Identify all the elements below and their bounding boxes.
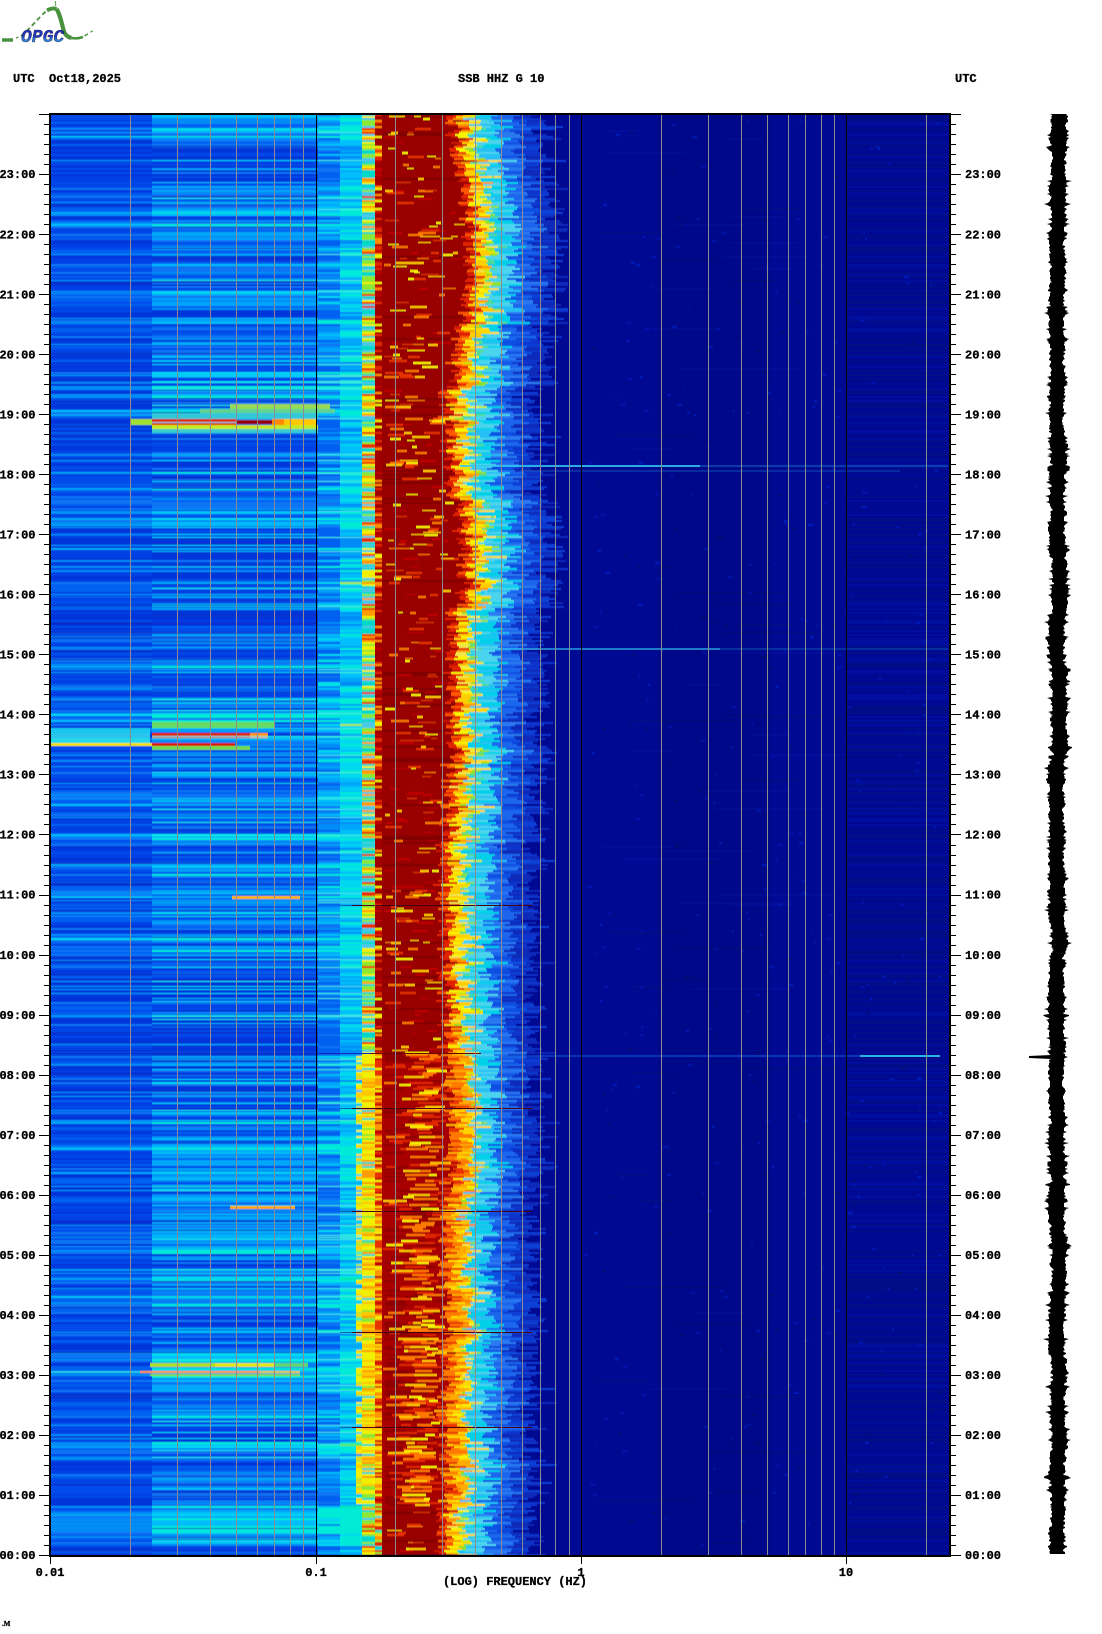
- svg-text:.M: .M: [2, 1620, 11, 1628]
- svg-text:20:00: 20:00: [965, 348, 1001, 362]
- svg-text:SSB HHZ G 10: SSB HHZ G 10: [458, 72, 544, 86]
- svg-text:18:00: 18:00: [965, 468, 1001, 482]
- svg-text:06:00: 06:00: [0, 1189, 36, 1203]
- svg-text:12:00: 12:00: [0, 829, 36, 843]
- svg-text:UTC: UTC: [13, 72, 35, 86]
- svg-text:16:00: 16:00: [0, 589, 36, 603]
- svg-text:01:00: 01:00: [965, 1489, 1001, 1503]
- svg-text:00:00: 00:00: [965, 1549, 1001, 1563]
- svg-text:11:00: 11:00: [965, 889, 1001, 903]
- svg-text:15:00: 15:00: [965, 649, 1001, 663]
- svg-text:22:00: 22:00: [965, 228, 1001, 242]
- svg-text:05:00: 05:00: [965, 1249, 1001, 1263]
- svg-text:09:00: 09:00: [965, 1009, 1001, 1023]
- svg-text:02:00: 02:00: [965, 1429, 1001, 1443]
- svg-text:08:00: 08:00: [965, 1069, 1001, 1083]
- svg-text:13:00: 13:00: [965, 769, 1001, 783]
- svg-text:03:00: 03:00: [965, 1369, 1001, 1383]
- svg-text:11:00: 11:00: [0, 889, 36, 903]
- svg-text:04:00: 04:00: [0, 1309, 36, 1323]
- svg-text:12:00: 12:00: [965, 829, 1001, 843]
- svg-text:Oct18,2025: Oct18,2025: [49, 72, 121, 86]
- svg-text:21:00: 21:00: [0, 288, 36, 302]
- svg-text:05:00: 05:00: [0, 1249, 36, 1263]
- svg-text:14:00: 14:00: [965, 709, 1001, 723]
- svg-text:17:00: 17:00: [0, 529, 36, 543]
- svg-text:10:00: 10:00: [965, 949, 1001, 963]
- svg-text:UTC: UTC: [955, 72, 977, 86]
- svg-text:19:00: 19:00: [965, 408, 1001, 422]
- svg-text:01:00: 01:00: [0, 1489, 36, 1503]
- svg-text:15:00: 15:00: [0, 649, 36, 663]
- svg-text:22:00: 22:00: [0, 228, 36, 242]
- svg-text:04:00: 04:00: [965, 1309, 1001, 1323]
- svg-text:1: 1: [577, 1566, 584, 1580]
- svg-text:21:00: 21:00: [965, 288, 1001, 302]
- svg-text:03:00: 03:00: [0, 1369, 36, 1383]
- svg-text:20:00: 20:00: [0, 348, 36, 362]
- svg-text:0.1: 0.1: [305, 1566, 327, 1580]
- svg-text:19:00: 19:00: [0, 408, 36, 422]
- svg-text:18:00: 18:00: [0, 468, 36, 482]
- svg-text:10:00: 10:00: [0, 949, 36, 963]
- svg-text:00:00: 00:00: [0, 1549, 36, 1563]
- svg-text:16:00: 16:00: [965, 589, 1001, 603]
- svg-text:17:00: 17:00: [965, 529, 1001, 543]
- svg-text:23:00: 23:00: [0, 168, 36, 182]
- svg-text:0.01: 0.01: [36, 1566, 65, 1580]
- svg-text:07:00: 07:00: [0, 1129, 36, 1143]
- svg-text:(LOG) FREQUENCY (HZ): (LOG) FREQUENCY (HZ): [443, 1575, 587, 1589]
- svg-text:OPGC: OPGC: [21, 28, 64, 48]
- svg-text:09:00: 09:00: [0, 1009, 36, 1023]
- svg-text:10: 10: [839, 1566, 853, 1580]
- svg-text:02:00: 02:00: [0, 1429, 36, 1443]
- svg-text:14:00: 14:00: [0, 709, 36, 723]
- svg-text:13:00: 13:00: [0, 769, 36, 783]
- svg-text:08:00: 08:00: [0, 1069, 36, 1083]
- svg-text:07:00: 07:00: [965, 1129, 1001, 1143]
- svg-text:06:00: 06:00: [965, 1189, 1001, 1203]
- svg-text:23:00: 23:00: [965, 168, 1001, 182]
